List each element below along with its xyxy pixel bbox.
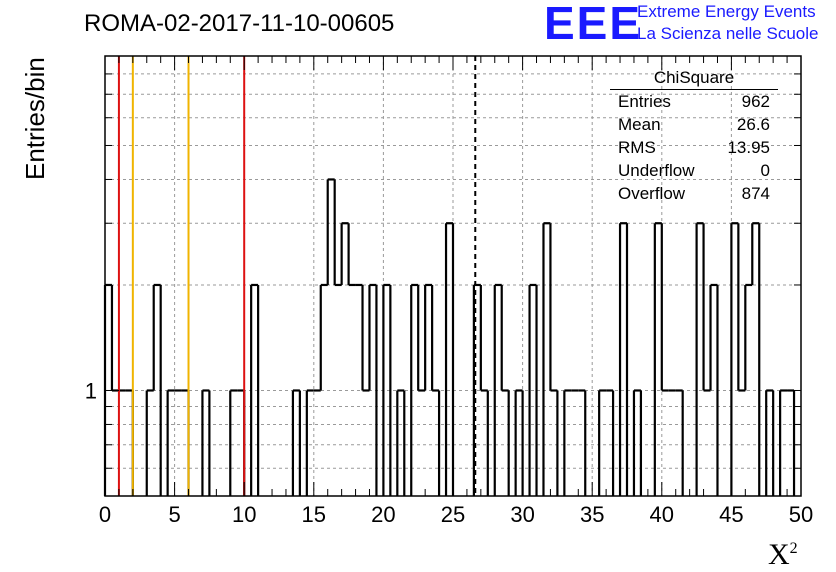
x-tick-label: 25 (441, 502, 465, 527)
x-axis-label-sup: 2 (789, 540, 798, 557)
x-tick-label: 45 (719, 502, 743, 527)
y-tick-label: 1 (85, 378, 97, 403)
stats-value: 0 (760, 161, 770, 180)
stats-label: Mean (618, 115, 661, 134)
x-tick-label: 5 (168, 502, 180, 527)
x-tick-label: 15 (302, 502, 326, 527)
stats-label: Entries (618, 92, 671, 111)
stats-label: Underflow (618, 161, 695, 180)
x-tick-label: 20 (371, 502, 395, 527)
x-tick-label: 40 (650, 502, 674, 527)
stats-row-entries: Entries 962 (610, 90, 778, 113)
stats-value: 13.95 (727, 138, 770, 157)
logo-text-line2: La Scienza nelle Scuole (637, 24, 819, 43)
x-tick-label: 30 (510, 502, 534, 527)
x-tick-label: 35 (580, 502, 604, 527)
stats-value: 962 (741, 92, 770, 111)
stats-title: ChiSquare (610, 68, 778, 90)
stats-value: 874 (741, 184, 770, 203)
stats-row-underflow: Underflow 0 (610, 159, 778, 182)
x-axis-label-text: X (768, 538, 790, 571)
eee-logo: EEE (544, 0, 643, 49)
x-tick-label: 10 (232, 502, 256, 527)
stats-label: Overflow (618, 184, 686, 203)
x-tick-label: 0 (99, 502, 111, 527)
stats-value: 26.6 (736, 115, 770, 134)
x-axis-label: X2 (768, 538, 798, 572)
chart-title: ROMA-02-2017-11-10-00605 (84, 10, 395, 37)
logo-text-line1: Extreme Energy Events (637, 2, 816, 21)
x-tick-label: 50 (789, 502, 813, 527)
stats-label: RMS (618, 138, 656, 157)
stats-row-rms: RMS 13.95 (610, 136, 778, 159)
stats-row-mean: Mean 26.6 (610, 113, 778, 136)
stats-row-overflow: Overflow 874 (610, 182, 778, 205)
stats-box: ChiSquare Entries 962 Mean 26.6 RMS 13.9… (610, 68, 778, 205)
